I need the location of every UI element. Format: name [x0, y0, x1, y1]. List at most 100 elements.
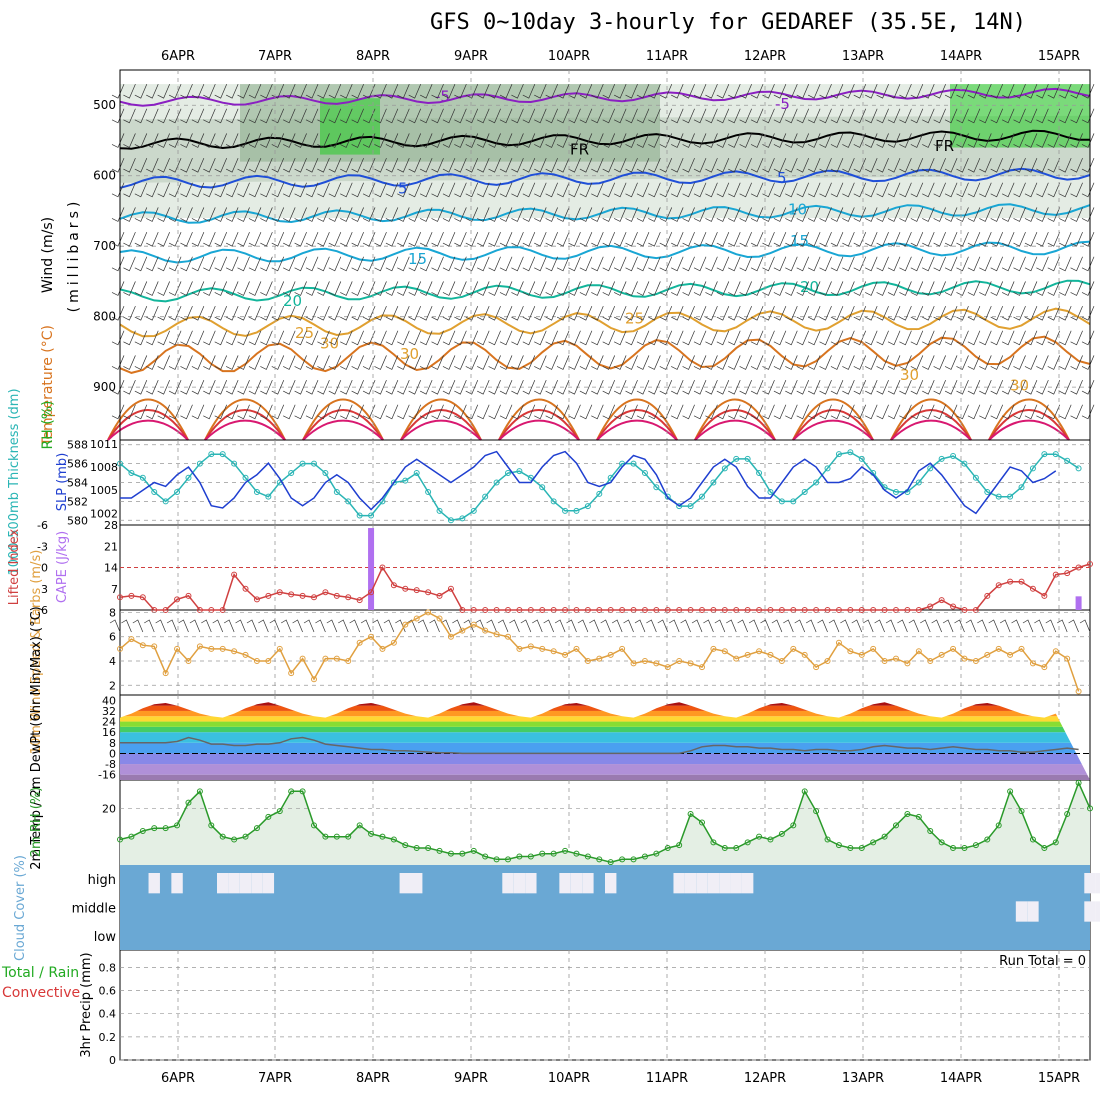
wind-barb	[305, 379, 319, 395]
wind-barb	[340, 83, 353, 99]
date-label-top: 6APR	[161, 49, 195, 64]
cloud-gap-high	[1084, 873, 1096, 894]
wind-barb	[477, 256, 490, 272]
wind-barb	[146, 330, 159, 346]
wind-barb	[522, 207, 536, 222]
wind-barb	[830, 404, 844, 420]
wind-barb	[568, 207, 581, 222]
wind-barb	[203, 330, 216, 346]
thickness-line-point	[687, 503, 694, 510]
wind-barb	[591, 330, 604, 346]
wind-barb	[807, 404, 821, 420]
wind-barb	[121, 619, 132, 633]
temp-contour-line	[119, 167, 1091, 189]
wind-barb	[602, 231, 616, 247]
wind-barb	[248, 231, 262, 247]
wind-barb	[191, 133, 205, 148]
wind-barb	[283, 83, 296, 99]
wind-barb	[511, 330, 524, 346]
rh2m-line-point	[938, 839, 945, 846]
rh2m-line-point	[516, 853, 523, 860]
wind-barb	[773, 355, 787, 370]
wind-barb	[1024, 256, 1038, 272]
wind-barb	[168, 404, 182, 420]
wind-barb	[613, 157, 627, 173]
rh2m-line-point	[425, 845, 432, 851]
lifted-index-line-point	[436, 592, 443, 599]
wind-barb	[146, 182, 159, 198]
wind-barb	[397, 355, 410, 370]
rh2m-line-point	[276, 808, 283, 815]
contour-label: 15	[408, 250, 427, 268]
wind-barb	[967, 83, 981, 99]
lifted-index-line-point	[835, 607, 842, 613]
wind-barb	[340, 133, 353, 148]
wind-barb	[1001, 404, 1015, 420]
wind-barb	[1001, 133, 1015, 148]
wind-speed-line-point	[584, 658, 591, 664]
wind-barb	[1036, 182, 1049, 198]
wind-barb	[728, 207, 741, 222]
wind-barb	[534, 281, 547, 296]
wind-barb	[807, 256, 821, 272]
wind-barb	[625, 281, 638, 296]
wind-barb	[351, 157, 364, 173]
thickness-line-point	[505, 470, 511, 477]
temp-tick-label: 8	[109, 737, 116, 750]
date-label-bottom: 6APR	[161, 1071, 195, 1086]
wind-barb	[465, 281, 479, 296]
wind-speed-line-point	[847, 648, 854, 655]
wind-barb	[419, 330, 433, 346]
thickness-line-point	[185, 474, 192, 481]
wind-barb	[431, 108, 444, 124]
wind-barb	[933, 207, 946, 222]
wind-barb	[944, 404, 958, 420]
wind-barb	[728, 108, 741, 124]
wind-barb	[625, 305, 638, 321]
wind-barb	[659, 330, 673, 346]
lifted-index-line-point	[1018, 578, 1025, 585]
wind-barb	[682, 108, 695, 124]
wind-speed-line-point	[1007, 651, 1014, 658]
wind-barb	[636, 256, 650, 272]
wind-barb	[750, 133, 764, 148]
wind-barb	[876, 133, 889, 148]
wind-barb	[499, 404, 513, 420]
rh2m-line-point	[174, 822, 181, 829]
wind-barb	[693, 108, 707, 124]
slp-tick-label: 1002	[90, 507, 118, 520]
wind-speed-line-point	[1052, 648, 1059, 655]
wind-barb	[419, 305, 433, 321]
wind-barb	[602, 157, 616, 173]
cloud-gap-high	[502, 873, 514, 894]
wind-barb	[317, 330, 330, 346]
rh2m-line-point	[778, 830, 785, 837]
wind-barb	[785, 207, 798, 222]
wind-barb	[967, 305, 981, 321]
pressure-tick-label: 500	[93, 98, 116, 112]
wind-barb	[180, 182, 193, 198]
rh2m-line-point	[687, 811, 694, 817]
wind-barb	[214, 305, 228, 321]
wind-barb	[1047, 83, 1061, 99]
wind-barb	[739, 355, 752, 370]
wind-barb	[269, 619, 281, 633]
wind-barb	[693, 305, 707, 321]
wind-barb	[203, 182, 216, 198]
temp-color-band	[120, 732, 1090, 743]
wind-barb	[499, 83, 513, 99]
wind-barb	[1068, 619, 1079, 633]
wind-barb	[600, 619, 612, 633]
wind-barb	[967, 355, 981, 370]
wind-barb	[305, 281, 319, 296]
wind-barb	[908, 619, 920, 633]
diurnal-contour	[107, 409, 189, 441]
diurnal-contour	[988, 409, 1070, 441]
wind-barb	[636, 231, 650, 247]
wind-barb	[465, 404, 479, 420]
diurnal-contour	[694, 409, 776, 441]
wind-barb	[180, 231, 193, 247]
wind-barb	[1013, 404, 1026, 420]
wind-barb	[922, 379, 935, 395]
